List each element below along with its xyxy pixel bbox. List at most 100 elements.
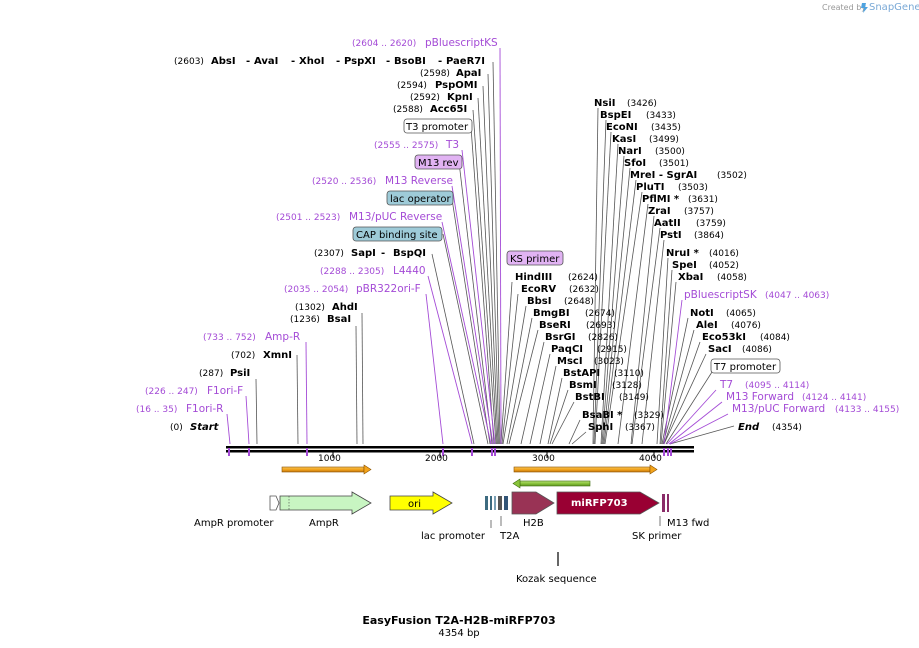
site-pos: (4076) (731, 321, 761, 331)
site-pos: (2603) (174, 57, 204, 67)
site-name: KasI (612, 134, 636, 145)
tick-4000: 4000 (639, 454, 662, 464)
site-name: MscI (557, 356, 583, 367)
site-name: BspQI (393, 248, 426, 259)
site-pos: (2592) (410, 93, 440, 103)
primer-leader-lines (226, 47, 729, 445)
kozak-label: Kozak sequence (516, 574, 597, 585)
mid-labels: KS primer HindIII (2624) EcoRV (2632) Bb… (506, 250, 664, 433)
site-pos: (2594) (397, 81, 427, 91)
end-pos: (4354) (772, 423, 802, 433)
site-name: BsrGI (545, 332, 575, 343)
site-name: BsaBI * (582, 410, 623, 421)
site-pos: (4016) (709, 249, 739, 259)
site-pos: (3329) (634, 411, 664, 421)
orange-primer-arrow-left (281, 464, 372, 475)
site-pos: (2915) (597, 345, 627, 355)
site-pos: (2624) (568, 273, 598, 283)
site-pos: (3503) (678, 183, 708, 193)
site-pos: (2693) (586, 321, 616, 331)
site-name: NotI (690, 308, 714, 319)
site-pos: (3501) (659, 159, 689, 169)
site-pos: (3499) (649, 135, 679, 145)
primer-name: M13/pUC Forward (732, 403, 825, 415)
primer-pos: (2035 .. 2054) (284, 285, 348, 295)
site-name: AvaI (254, 56, 278, 67)
site-pos: (3864) (694, 231, 724, 241)
site-pos: (2598) (420, 69, 450, 79)
svg-text:-: - (438, 56, 442, 67)
site-name: NsiI (594, 98, 615, 109)
site-name: BsoBI (394, 56, 426, 67)
site-name: XmnI (263, 350, 292, 361)
site-pos: (3757) (684, 207, 714, 217)
sk-primer-label: SK primer (632, 531, 682, 542)
primer-name: L4440 (393, 265, 426, 277)
site-pos: (2632) (569, 285, 599, 295)
h2b-arrow (511, 491, 555, 515)
site-pos: (4065) (726, 309, 756, 319)
site-pos: (3631) (688, 195, 718, 205)
site-name: SfoI (624, 158, 646, 169)
tick-3000: 3000 (532, 454, 555, 464)
site-pos: (3433) (646, 111, 676, 121)
credit-prefix: Created by (822, 3, 866, 12)
lac-promoter-shape (485, 496, 488, 510)
site-name: BspEI (600, 110, 631, 121)
primer-name: T7 (719, 379, 733, 391)
ampr-promoter-shape (269, 495, 280, 511)
primer-pos: (2555 .. 2575) (374, 141, 438, 151)
site-name: EcoNI (606, 122, 638, 133)
plasmid-backbone (226, 446, 694, 458)
tick-2000: 2000 (425, 454, 448, 464)
svg-text:-: - (246, 56, 250, 67)
site-name: AhdI (332, 302, 358, 313)
site-name: PluTI (636, 182, 664, 193)
end-label: End (738, 422, 760, 433)
site-pos: (2674) (585, 309, 615, 319)
site-pos: (3435) (651, 123, 681, 133)
h2b-label: H2B (523, 518, 544, 529)
site-name: PaeR7I (446, 56, 485, 67)
site-pos: (3110) (614, 369, 644, 379)
start-pos: (0) (170, 423, 183, 433)
primer-name: pBluescriptKS (425, 37, 498, 49)
site-name: PaqCI (551, 344, 583, 355)
ampr-arrow (279, 491, 372, 515)
site-name: EcoRV (521, 284, 556, 295)
orange-primer-arrow-right (513, 464, 658, 475)
ori-label: ori (408, 499, 421, 510)
axis-ticks: 1000 2000 3000 4000 (318, 454, 662, 464)
site-pos: (2826) (588, 333, 618, 343)
site-name: PspOMI (435, 80, 477, 91)
primer-pos: (2501 .. 2523) (276, 213, 340, 223)
ampr-promoter-label: AmpR promoter (194, 518, 274, 529)
primer-name: F1ori-F (207, 385, 243, 397)
site-pos: (702) (231, 351, 255, 361)
site-name: NruI * (666, 248, 700, 259)
site-name: Acc65I (430, 104, 467, 115)
site-pos: (3149) (619, 393, 649, 403)
lac-operator-label: lac operator (390, 194, 451, 205)
tick-1000: 1000 (318, 454, 341, 464)
plasmid-length: 4354 bp (438, 628, 479, 639)
ks-primer-label: KS primer (510, 254, 560, 265)
primer-name: pBR322ori-F (356, 283, 421, 295)
mirfp703-arrow (556, 491, 660, 515)
site-name: SphI (588, 422, 613, 433)
map-footer: EasyFusion T2A-H2B-miRFP703 4354 bp (362, 614, 555, 639)
site-name: PspXI (344, 56, 376, 67)
site-name: SacI (708, 344, 732, 355)
site-name: BsaI (327, 314, 351, 325)
site-pos: (287) (199, 369, 223, 379)
site-name: PsiI (230, 368, 250, 379)
site-name: AleI (696, 320, 718, 331)
m13-fwd-label: M13 fwd (667, 518, 709, 529)
left-labels: (2604 .. 2620) pBluescriptKS (2603) AbsI… (136, 37, 498, 433)
green-primer-arrow (512, 478, 591, 489)
primer-name: M13/pUC Reverse (349, 211, 442, 223)
feature-labels: AmpR promoter AmpR lac promoter T2A H2B … (194, 516, 709, 585)
primer-name: T3 (445, 139, 459, 151)
site-pos: (4058) (717, 273, 747, 283)
primer-name: M13 Reverse (385, 175, 453, 187)
